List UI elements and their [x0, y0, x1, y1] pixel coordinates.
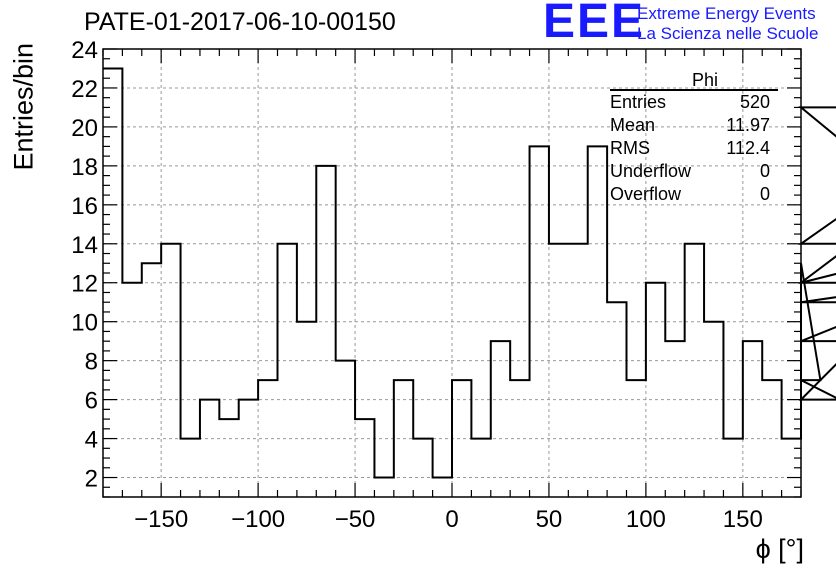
x-tick-label: 0 [445, 506, 458, 533]
histogram-bin [588, 146, 607, 497]
stats-row-mean: Mean 11.97 [610, 114, 780, 137]
histogram-bin [433, 478, 452, 497]
y-tick-label: 24 [71, 37, 98, 64]
histogram-bin [549, 244, 568, 497]
histogram-bin [316, 166, 335, 497]
stats-label: RMS [610, 138, 650, 158]
stats-value: 0 [759, 161, 770, 181]
histogram-bin [161, 244, 180, 497]
histogram-bin [278, 244, 297, 497]
histogram-bin [704, 322, 723, 497]
y-tick-label: 4 [85, 427, 98, 454]
x-tick-label: 150 [723, 506, 763, 533]
x-tick-label: 50 [536, 506, 563, 533]
histogram-bin [646, 283, 665, 497]
histogram-bin [394, 380, 413, 497]
histogram-series-line [103, 67, 836, 479]
y-tick-label: 20 [71, 115, 98, 142]
stats-box: Phi Entries 520 Mean 11.97 RMS 112.4 Und… [610, 70, 780, 206]
histogram-bin [607, 302, 626, 497]
x-tick-labels: −150 −100 −50 0 50 100 150 [134, 506, 763, 533]
y-tick-label: 2 [85, 466, 98, 493]
y-tick-label: 10 [71, 310, 98, 337]
stats-row-overflow: Overflow 0 [610, 183, 780, 206]
y-axis-label: Entries/bin [8, 42, 39, 171]
histogram-bin [568, 244, 587, 497]
y-tick-label: 22 [71, 76, 98, 103]
histogram-bin [510, 380, 529, 497]
y-tick-label: 8 [85, 349, 98, 376]
histogram-bin [452, 380, 471, 497]
histogram-bin [471, 439, 490, 497]
y-tick-label: 18 [71, 154, 98, 181]
stats-row-underflow: Underflow 0 [610, 160, 780, 183]
histogram-bin [219, 419, 238, 497]
eee-logo: EEE [543, 0, 646, 48]
histogram-bin [142, 263, 161, 497]
stats-value: 520 [739, 92, 770, 112]
histogram-bin [103, 68, 122, 497]
histogram-bin [685, 244, 704, 497]
histogram-bin [355, 419, 374, 497]
x-tick-label: −100 [231, 506, 285, 533]
stats-box-title: Phi [691, 70, 718, 90]
histogram-bin [530, 146, 549, 497]
stats-value: 0 [759, 184, 770, 204]
y-tick-label: 14 [71, 232, 98, 259]
stats-value: 112.4 [726, 138, 770, 158]
y-tick-label: 12 [71, 271, 98, 298]
histogram-bin [413, 439, 432, 497]
histogram-bin [627, 380, 646, 497]
histogram-bin [200, 400, 219, 497]
histogram-bin [336, 361, 355, 497]
histogram-bin [181, 439, 200, 497]
histogram-bin [297, 322, 316, 497]
chart-title: PATE-01-2017-06-10-00150 [84, 8, 396, 36]
stats-label: Entries [610, 92, 667, 112]
grid-lines [103, 49, 801, 497]
logo-line-2: La Scienza nelle Scuole [637, 24, 819, 43]
stats-value: 11.97 [726, 115, 770, 135]
histogram-bin [762, 380, 781, 497]
x-tick-label: −50 [335, 506, 376, 533]
histogram-bin [491, 341, 510, 497]
x-tick-label: 100 [626, 506, 666, 533]
histogram-bin [723, 439, 742, 497]
stats-label: Mean [610, 115, 656, 135]
x-tick-label: −150 [134, 506, 188, 533]
y-tick-label: 6 [85, 388, 98, 415]
histogram-bin [743, 341, 762, 497]
histogram-bin [239, 400, 258, 497]
histogram-bin [374, 478, 393, 497]
histogram-bin [782, 439, 801, 497]
stats-row-entries: Entries 520 [610, 91, 780, 114]
histogram-bin [258, 380, 277, 497]
logo-line-1: Extreme Energy Events [637, 4, 816, 23]
x-axis-label: ϕ [°] [755, 534, 804, 564]
stats-row-rms: RMS 112.4 [610, 137, 780, 160]
histogram-bin [122, 283, 141, 497]
stats-box-rule [610, 89, 778, 91]
stats-label: Underflow [610, 161, 692, 181]
stats-label: Overflow [610, 184, 682, 204]
y-tick-label: 16 [71, 193, 98, 220]
histogram-bin [665, 341, 684, 497]
